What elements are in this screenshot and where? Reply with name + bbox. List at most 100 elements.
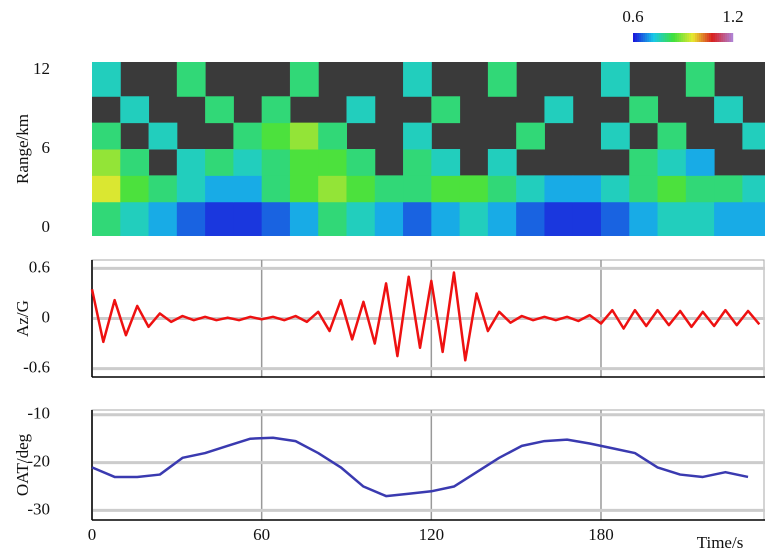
- y-tick-label: 0.6: [29, 257, 50, 276]
- heatmap-cell: [600, 175, 630, 203]
- heatmap-cell: [403, 149, 432, 176]
- colorbar-segment: [717, 33, 720, 42]
- heatmap-cell: [289, 149, 319, 176]
- heatmap-cell: [516, 175, 545, 203]
- colorbar-segment: [695, 33, 698, 42]
- heatmap-cell: [714, 175, 743, 203]
- colorbar-segment: [707, 33, 710, 42]
- heatmap-cell: [459, 201, 489, 236]
- heatmap-cell: [629, 175, 659, 203]
- y-tick-label: 0: [42, 217, 51, 236]
- colorbar-segment: [665, 33, 668, 42]
- x-tick-label: 0: [88, 525, 97, 544]
- heatmap: [92, 62, 765, 236]
- colorbar-segment: [669, 33, 672, 42]
- heatmap-cell: [742, 122, 765, 150]
- heatmap-cell: [431, 96, 461, 124]
- heatmap-cell: [516, 122, 545, 150]
- heatmap-cell: [374, 175, 404, 203]
- y-tick-label: 0: [42, 307, 51, 326]
- heatmap-cell: [431, 175, 461, 203]
- heatmap-cell: [120, 201, 150, 236]
- heatmap-cell: [92, 62, 121, 97]
- heatmap-cell: [742, 201, 765, 236]
- heatmap-cell: [205, 201, 234, 236]
- heatmap-cell: [120, 175, 150, 203]
- colorbar-tick-label: 1.2: [722, 7, 743, 26]
- heatmap-cell: [459, 175, 489, 203]
- heatmap-cell: [431, 149, 461, 176]
- heatmap-cell: [261, 122, 291, 150]
- heatmap-cell: [346, 96, 376, 124]
- heatmap-cell: [148, 122, 178, 150]
- heatmap-cell: [205, 149, 234, 176]
- colorbar-tick-label: 0.6: [622, 7, 643, 26]
- colorbar-segment: [687, 33, 690, 42]
- colorbar-segment: [655, 33, 658, 42]
- y-tick-label: -10: [27, 404, 50, 423]
- colorbar-segment: [693, 33, 696, 42]
- heatmap-cell: [629, 201, 659, 236]
- heatmap-cell: [403, 122, 432, 150]
- y-axis-label: Az/G: [13, 300, 32, 337]
- colorbar-segment: [675, 33, 678, 42]
- heatmap-cell: [318, 122, 347, 150]
- colorbar-segment: [653, 33, 656, 42]
- colorbar-segment: [713, 33, 716, 42]
- colorbar-segment: [659, 33, 662, 42]
- heatmap-cell: [629, 149, 659, 176]
- colorbar-segment: [705, 33, 708, 42]
- colorbar-segment: [703, 33, 706, 42]
- heatmap-cell: [600, 122, 630, 150]
- colorbar-segment: [721, 33, 724, 42]
- heatmap-cell: [374, 201, 404, 236]
- heatmap-cell: [346, 201, 376, 236]
- colorbar-segment: [663, 33, 666, 42]
- heatmap-cell: [572, 175, 602, 203]
- heatmap-cell: [289, 175, 319, 203]
- colorbar-segment: [731, 33, 734, 42]
- colorbar-segment: [649, 33, 652, 42]
- heatmap-cell: [714, 201, 743, 236]
- heatmap-cell: [120, 96, 150, 124]
- heatmap-cell: [233, 201, 263, 236]
- heatmap-cell: [92, 149, 121, 176]
- heatmap-cell: [487, 62, 517, 97]
- heatmap-cell: [657, 122, 687, 150]
- plot-frame: [91, 409, 765, 521]
- colorbar-segment: [651, 33, 654, 42]
- heatmap-cell: [346, 175, 376, 203]
- heatmap-cell: [487, 201, 517, 236]
- heatmap-cell: [572, 201, 602, 236]
- heatmap-cell: [600, 201, 630, 236]
- heatmap-cell: [487, 175, 517, 203]
- heatmap-cell: [685, 201, 715, 236]
- heatmap-cell: [92, 175, 121, 203]
- heatmap-cell: [487, 149, 517, 176]
- colorbar-segment: [657, 33, 660, 42]
- heatmap-cell: [544, 96, 574, 124]
- heatmap-cell: [318, 201, 347, 236]
- heatmap-cell: [544, 175, 574, 203]
- y-tick-label: 12: [33, 59, 50, 78]
- heatmap-cell: [233, 149, 263, 176]
- y-tick-label: 6: [42, 138, 51, 157]
- colorbar-segment: [661, 33, 664, 42]
- colorbar-segment: [699, 33, 702, 42]
- heatmap-cell: [346, 149, 376, 176]
- heatmap-cell: [92, 122, 121, 150]
- heatmap-cell: [205, 175, 234, 203]
- colorbar-segment: [641, 33, 644, 42]
- heatmap-cell: [657, 201, 687, 236]
- colorbar-segment: [719, 33, 722, 42]
- y-axis-label: OAT/deg: [13, 433, 32, 496]
- colorbar-segment: [639, 33, 642, 42]
- heatmap-cell: [714, 96, 743, 124]
- heatmap-cell: [516, 201, 545, 236]
- colorbar-segment: [683, 33, 686, 42]
- heatmap-cell: [742, 175, 765, 203]
- x-tick-label: 180: [588, 525, 614, 544]
- heatmap-cell: [403, 62, 432, 97]
- colorbar-segment: [701, 33, 704, 42]
